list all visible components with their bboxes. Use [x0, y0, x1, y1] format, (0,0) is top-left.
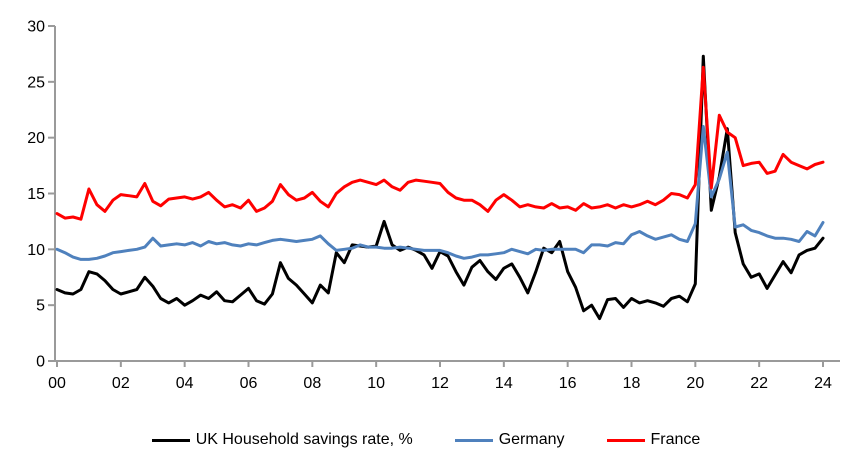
y-tick-label: 20 [27, 130, 45, 147]
legend-swatch-uk [151, 438, 190, 442]
x-tick-label: 22 [750, 375, 768, 392]
chart-plot-area: 0 5 10 15 20 25 30 00 02 04 06 08 10 12 14 16 18 20 22 24 [27, 19, 840, 392]
x-tick-label: 24 [814, 375, 832, 392]
x-tick-label: 06 [240, 375, 258, 392]
legend-label-uk: UK Household savings rate, % [195, 431, 413, 448]
x-tick-label: 08 [303, 375, 321, 392]
x-tick-label: 04 [176, 375, 194, 392]
x-tick-label: 16 [559, 375, 577, 392]
x-tick-label: 00 [48, 375, 66, 392]
legend-swatch-france [606, 438, 645, 442]
france-series-line [55, 65, 825, 221]
y-tick-label: 15 [27, 186, 45, 203]
legend-label-france: France [650, 431, 701, 448]
y-tick-label: 25 [27, 74, 45, 91]
x-tick-label: 14 [495, 375, 513, 392]
x-tick-label: 12 [431, 375, 449, 392]
legend-label-germany: Germany [498, 431, 565, 448]
legend-item-france: France [606, 431, 701, 449]
y-tick-label: 30 [27, 19, 45, 36]
legend-item-uk: UK Household savings rate, % [151, 431, 413, 449]
x-tick-label: 18 [623, 375, 641, 392]
legend-swatch-germany [454, 438, 493, 442]
germany-series-line [55, 125, 825, 261]
y-tick-label: 10 [27, 242, 45, 259]
legend-item-germany: Germany [454, 431, 565, 449]
y-tick-label: 0 [36, 354, 45, 371]
x-tick-label: 20 [686, 375, 704, 392]
y-tick-label: 5 [36, 298, 45, 315]
x-tick-label: 02 [112, 375, 130, 392]
chart-legend: UK Household savings rate, % Germany Fra… [0, 424, 852, 456]
uk-series-line [55, 54, 825, 321]
x-tick-label: 10 [367, 375, 385, 392]
